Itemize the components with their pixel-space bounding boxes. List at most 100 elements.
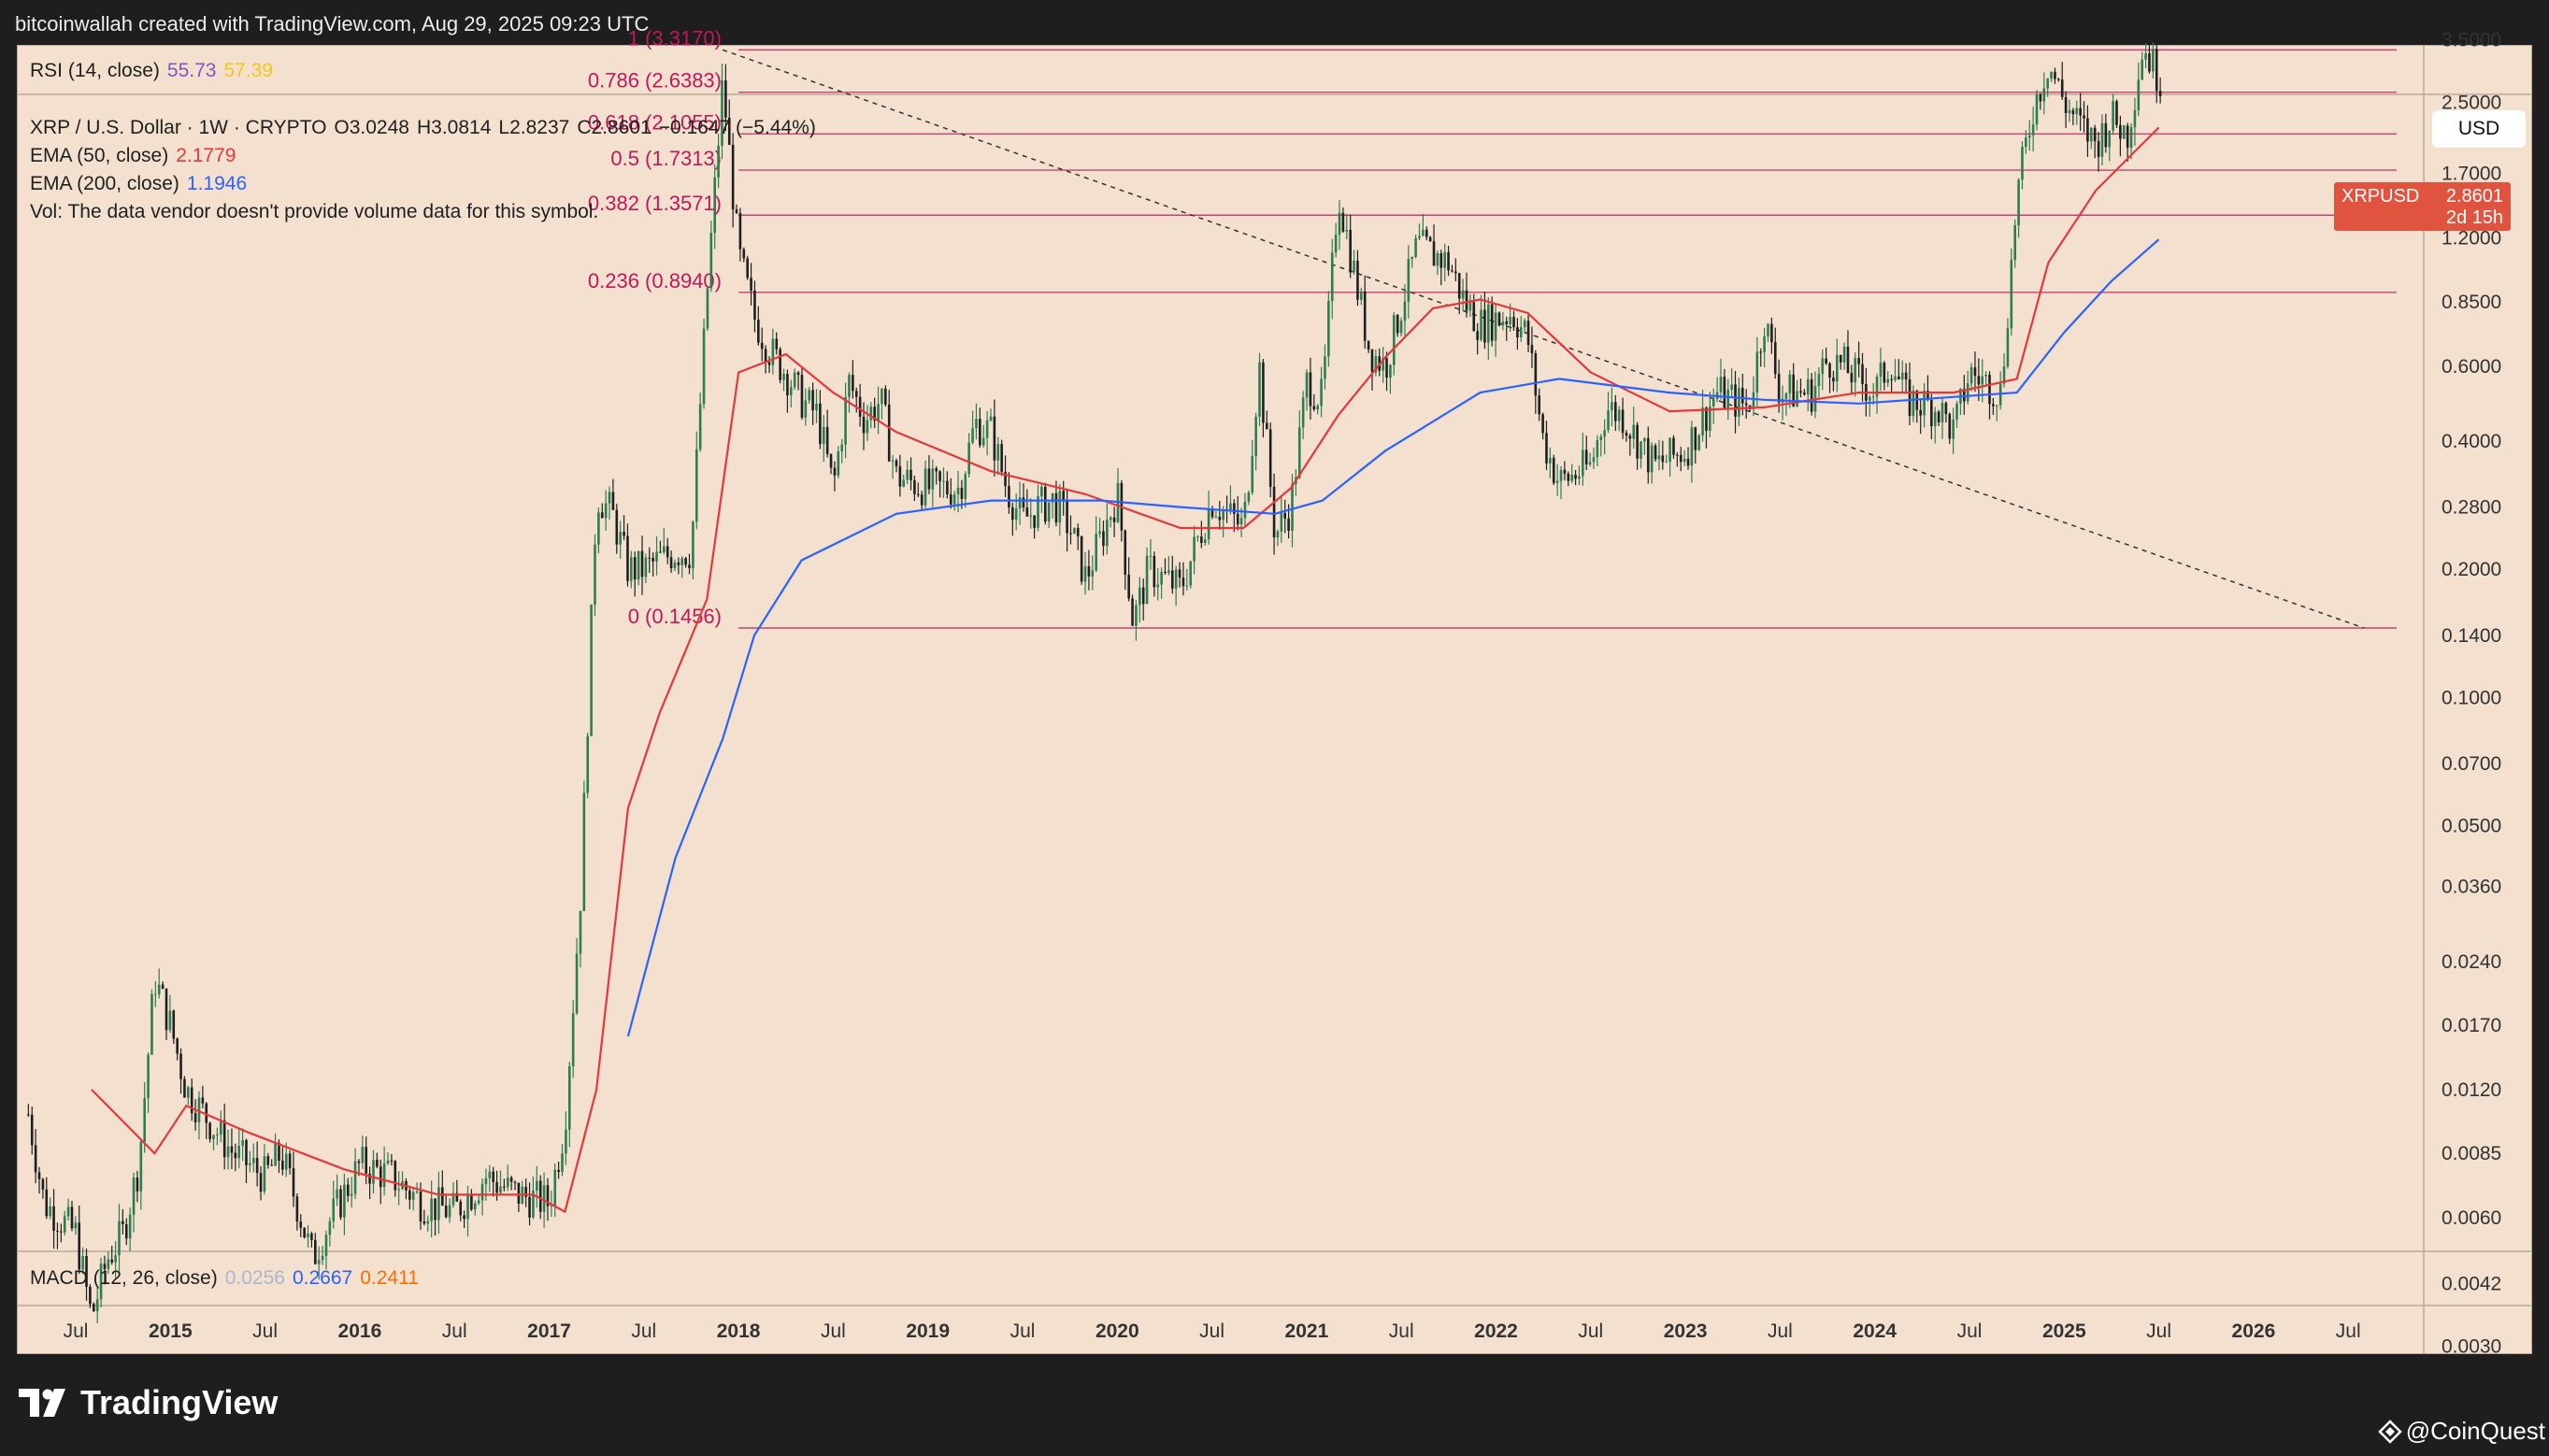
candle-body	[85, 1256, 88, 1287]
candle-body	[1719, 377, 1723, 393]
candle-body	[2133, 110, 2137, 128]
time-tick-label: 2021	[1285, 1320, 1329, 1342]
chart-frame[interactable]	[17, 45, 2532, 1354]
candle-body	[648, 557, 652, 559]
candle-body	[946, 480, 949, 494]
candle-body	[1988, 375, 1991, 405]
candle-body	[451, 1192, 455, 1206]
candle-body	[226, 1146, 230, 1158]
candle-body	[66, 1206, 70, 1217]
candle-body	[176, 1038, 179, 1054]
candle-body	[1236, 513, 1239, 525]
candle-body	[698, 404, 702, 450]
candle-body	[1465, 290, 1468, 311]
candle-body	[644, 557, 648, 578]
candle-body	[314, 1239, 317, 1264]
rsi-legend[interactable]: RSI (14, close) 55.73 57.39	[30, 60, 280, 82]
candle-body	[89, 1286, 92, 1305]
candle-body	[52, 1206, 55, 1231]
price-tick-label: 0.0240	[2442, 951, 2501, 973]
candle-body	[1632, 424, 1636, 439]
candle-body	[902, 479, 906, 487]
candle-body	[1806, 378, 1810, 395]
candle-body	[666, 546, 669, 558]
candle-body	[2129, 127, 2133, 149]
candle-body	[1668, 437, 1671, 463]
candle-body	[1490, 304, 1494, 341]
candle-body	[1051, 492, 1054, 503]
candle-body	[854, 391, 858, 397]
candle-body	[2042, 88, 2046, 102]
candle-body	[386, 1160, 390, 1164]
currency-button[interactable]: USD	[2432, 110, 2526, 148]
candle-body	[717, 145, 720, 178]
fib-retracement[interactable]: 1.618 (5.2769)1 (3.3170)0.786 (2.6383)0.…	[588, 0, 2397, 629]
candle-body	[2152, 49, 2155, 72]
candle-body	[2064, 96, 2068, 113]
candle-body	[63, 1216, 66, 1233]
time-axis[interactable]: Jul 2015 Jul 2016 Jul 2017 Jul 2018 Jul 2019 Jul 20…	[64, 1320, 2361, 1342]
time-tick-label: 2022	[1474, 1320, 1518, 1342]
macd-legend[interactable]: MACD (12, 26, close) 0.0256 0.2667 0.2411	[30, 1267, 426, 1290]
candle-body	[1526, 321, 1530, 346]
candle-body	[1268, 429, 1272, 487]
candle-body	[989, 416, 993, 421]
price-change: −0.1647 (−5.44%)	[658, 117, 816, 138]
candle-body	[1755, 351, 1759, 393]
candle-body	[466, 1195, 469, 1220]
candle-body	[586, 735, 590, 793]
candle-body	[1443, 251, 1446, 268]
candle-body	[241, 1140, 244, 1146]
candle-body	[1233, 503, 1236, 514]
candle-body	[419, 1191, 422, 1221]
candle-body	[1418, 236, 1421, 238]
symbol-legend[interactable]: XRP / U.S. Dollar · 1W · CRYPTO O3.0248 H3…	[30, 117, 823, 139]
candle-body	[1014, 508, 1018, 521]
candle-body	[263, 1156, 266, 1192]
candle-body	[931, 468, 935, 490]
candle-body	[1803, 393, 1806, 395]
candle-body	[346, 1184, 350, 1196]
volume-legend[interactable]: Vol: The data vendor doesn't provide vol…	[30, 201, 606, 223]
candle-body	[1239, 518, 1243, 525]
macd-label: MACD (12, 26, close)	[30, 1267, 218, 1289]
ema50-legend[interactable]: EMA (50, close) 2.1779	[30, 145, 243, 167]
ema200-legend[interactable]: EMA (200, close) 1.1946	[30, 173, 254, 195]
candle-body	[623, 531, 625, 536]
candle-body	[488, 1171, 492, 1178]
candle-body	[1112, 517, 1116, 522]
candle-body	[1301, 397, 1305, 428]
candle-body	[1894, 376, 1897, 380]
candle-body	[2057, 79, 2060, 80]
candle-body	[1033, 515, 1036, 528]
candle-body	[2100, 122, 2104, 157]
candle-body	[1309, 372, 1312, 407]
candle-body	[1839, 354, 1842, 363]
candle-body	[1538, 395, 1541, 415]
candle-body	[590, 605, 593, 736]
candle-body	[1363, 291, 1367, 341]
candle-body	[1316, 406, 1319, 410]
candle-body	[1636, 424, 1639, 459]
candle-body	[877, 404, 880, 421]
candle-body	[1686, 458, 1690, 466]
candle-body	[579, 910, 582, 954]
candle-body	[1948, 413, 1952, 439]
macd-signal-value: 0.2411	[360, 1267, 419, 1289]
candle-body	[332, 1198, 336, 1221]
tradingview-logo[interactable]: TradingView	[19, 1383, 278, 1422]
fib-level-label: 1 (3.3170)	[628, 26, 722, 50]
candle-body	[2137, 79, 2141, 111]
candle-body	[208, 1122, 211, 1139]
candle-body	[1324, 356, 1326, 379]
candle-body	[1476, 331, 1479, 340]
candle-body	[753, 291, 756, 321]
candle-body	[557, 1169, 560, 1172]
candle-body	[2060, 79, 2064, 97]
trendline[interactable]	[722, 49, 2365, 629]
candle-body	[1374, 356, 1378, 373]
candle-body	[503, 1186, 506, 1188]
price-axis[interactable]: 3.5000 2.5000 1.7000 1.2000 0.8500 0.6000 0.40…	[2442, 30, 2501, 1423]
candle-body	[1767, 323, 1769, 336]
